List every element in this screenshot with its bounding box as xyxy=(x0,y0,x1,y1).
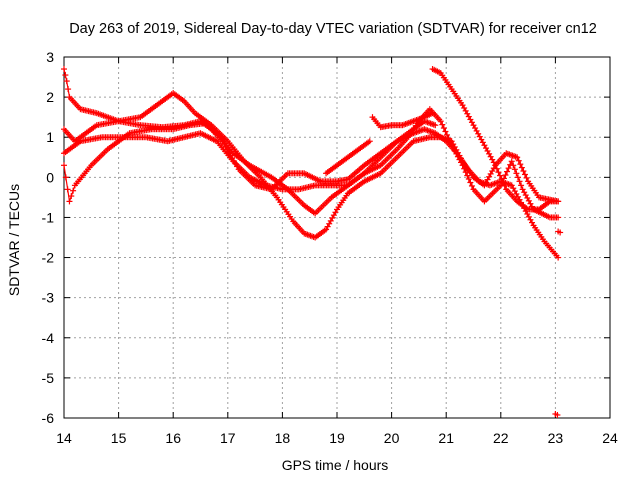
data-point xyxy=(502,172,509,179)
series-arc-1 xyxy=(61,66,562,221)
axis-ticks xyxy=(63,56,611,419)
x-tick-label: 20 xyxy=(384,430,400,446)
data-point xyxy=(500,179,507,186)
y-tick-label: -1 xyxy=(42,209,55,225)
y-tick-label: 0 xyxy=(46,169,54,185)
data-point xyxy=(465,176,472,183)
series-arc-7 xyxy=(429,66,562,213)
data-point xyxy=(518,182,525,189)
x-tick-label: 23 xyxy=(548,430,564,446)
series-arc-6 xyxy=(369,110,436,131)
data-point xyxy=(498,176,505,183)
data-point xyxy=(70,187,77,194)
data-point xyxy=(555,254,562,261)
data-point xyxy=(442,128,449,135)
data-point xyxy=(523,174,530,181)
y-tick-label: -4 xyxy=(42,330,55,346)
x-axis-label: GPS time / hours xyxy=(282,457,389,473)
y-tick-label: -2 xyxy=(42,250,55,266)
data-point xyxy=(66,198,73,205)
data-point xyxy=(492,162,499,169)
data-point xyxy=(518,164,525,171)
data-point xyxy=(521,171,528,178)
y-tick-label: 3 xyxy=(46,49,54,65)
x-tick-label: 18 xyxy=(275,430,291,446)
outlier-point xyxy=(554,411,561,418)
data-point xyxy=(493,165,500,172)
x-tick-label: 22 xyxy=(493,430,509,446)
data-point xyxy=(513,170,520,177)
data-point xyxy=(467,179,474,186)
data-point xyxy=(495,169,502,176)
x-tick-label: 16 xyxy=(165,430,181,446)
data-point xyxy=(508,158,515,165)
y-tick-label: 2 xyxy=(46,89,54,105)
data-point xyxy=(517,161,524,168)
data-point xyxy=(64,186,71,193)
y-axis-label: SDTVAR / TECUs xyxy=(6,184,22,296)
data-point xyxy=(65,86,72,93)
data-point xyxy=(501,182,508,189)
data-point xyxy=(505,165,512,172)
chart-title: Day 263 of 2019, Sidereal Day-to-day VTE… xyxy=(69,21,597,37)
x-tick-labels: 14 15 16 17 18 19 20 21 22 23 24 xyxy=(56,430,618,446)
data-point xyxy=(437,118,444,125)
data-point xyxy=(61,162,67,169)
series-arc-4 xyxy=(61,118,439,205)
data-point xyxy=(440,125,447,132)
data-point xyxy=(504,168,511,175)
data-point xyxy=(514,174,521,181)
y-tick-label: -6 xyxy=(42,410,55,426)
series-line xyxy=(63,92,559,239)
data-point xyxy=(497,172,504,179)
data-point xyxy=(468,182,475,189)
data-series xyxy=(61,66,564,418)
data-point xyxy=(62,174,69,181)
y-tick-label: -5 xyxy=(42,370,55,386)
x-tick-label: 21 xyxy=(438,430,454,446)
data-point xyxy=(520,168,527,175)
series-arc-5 xyxy=(323,138,373,177)
data-point xyxy=(515,157,522,164)
x-tick-label: 14 xyxy=(56,430,72,446)
data-point xyxy=(511,166,518,173)
x-tick-label: 19 xyxy=(329,430,345,446)
outlier-point xyxy=(557,229,564,236)
data-point xyxy=(439,121,446,128)
y-tick-label: 1 xyxy=(46,129,54,145)
data-point xyxy=(61,66,67,73)
grid-lines xyxy=(64,57,610,418)
x-tick-label: 17 xyxy=(220,430,236,446)
y-tick-labels: 3 2 1 0 -1 -2 -3 -4 -5 -6 xyxy=(42,49,55,426)
data-point xyxy=(555,198,562,205)
data-point xyxy=(63,78,70,85)
data-point xyxy=(62,72,69,79)
y-tick-label: -3 xyxy=(42,290,55,306)
data-point xyxy=(68,193,75,200)
data-point xyxy=(555,214,562,221)
x-tick-label: 24 xyxy=(602,430,618,446)
data-point xyxy=(366,138,373,145)
x-tick-label: 15 xyxy=(111,430,127,446)
data-point xyxy=(432,122,439,129)
data-point xyxy=(429,110,436,117)
data-point xyxy=(516,178,523,185)
data-point xyxy=(510,162,517,169)
series-arc-2 xyxy=(61,90,562,241)
data-point xyxy=(514,154,521,161)
